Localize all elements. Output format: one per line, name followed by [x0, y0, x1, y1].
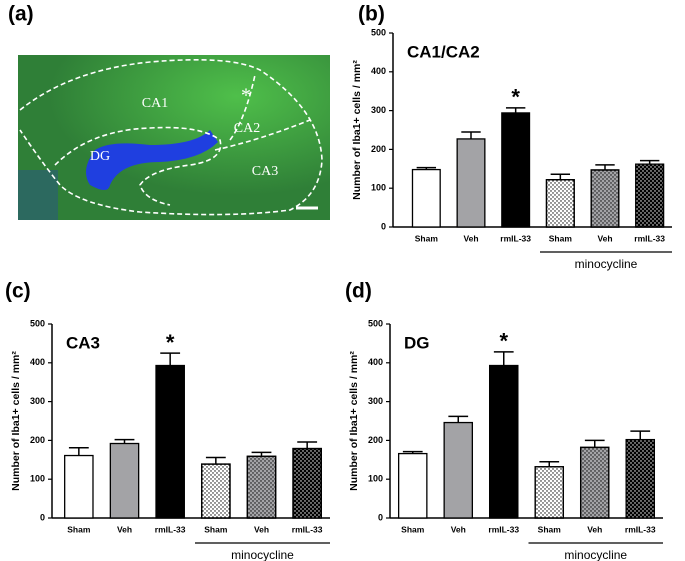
x-tick-label: Veh — [463, 233, 478, 243]
bar-texture — [534, 466, 565, 519]
x-tick-label: Veh — [597, 233, 612, 243]
y-tick-label: 400 — [30, 357, 45, 367]
x-tick-label: rmIL-33 — [155, 524, 186, 534]
x-tick-label: Sham — [204, 524, 228, 534]
y-tick-label: 100 — [371, 183, 386, 193]
region-label: CA1 — [142, 96, 168, 111]
bar — [411, 168, 441, 228]
region-label: DG — [90, 149, 110, 164]
y-tick-label: 500 — [368, 318, 383, 328]
significance-marker: * — [166, 330, 175, 355]
x-tick-label: rmIL-33 — [625, 524, 656, 534]
bar — [155, 364, 185, 519]
group-label: minocycline — [564, 548, 627, 561]
bar — [109, 442, 140, 519]
panel-label: (b) — [358, 3, 385, 26]
y-tick-label: 200 — [30, 435, 45, 445]
x-tick-label: Sham — [538, 524, 562, 534]
group-label: minocycline — [575, 257, 638, 271]
x-tick-label: Veh — [254, 524, 269, 534]
bar — [456, 138, 486, 228]
significance-marker: * — [511, 85, 520, 110]
y-axis-label: Number of Iba1+ cells / mm² — [348, 351, 360, 491]
bar-texture — [246, 455, 277, 519]
chart-title: DG — [404, 333, 430, 352]
x-tick-label: rmIL-33 — [634, 233, 665, 243]
bar — [443, 421, 474, 519]
y-tick-label: 500 — [371, 27, 386, 37]
x-tick-label: Veh — [451, 524, 466, 534]
chart-title: CA1/CA2 — [407, 42, 480, 61]
panel-label: (c) — [5, 280, 31, 303]
bar-texture — [579, 446, 610, 519]
x-tick-label: Sham — [549, 233, 573, 243]
bar-texture — [590, 169, 620, 228]
micrograph-region — [18, 170, 58, 220]
region-marker: * — [241, 85, 251, 107]
y-tick-label: 200 — [371, 144, 386, 154]
y-axis-label: Number of Iba1+ cells / mm² — [10, 351, 22, 491]
y-tick-label: 500 — [30, 318, 45, 328]
chart-title: CA3 — [66, 333, 100, 352]
bar-texture — [635, 163, 665, 228]
y-tick-label: 300 — [371, 105, 386, 115]
region-label: CA3 — [252, 164, 278, 179]
x-tick-label: Veh — [587, 524, 602, 534]
group-label: minocycline — [231, 548, 294, 561]
bar-texture — [201, 463, 231, 519]
panel-label: (a) — [8, 3, 34, 26]
bar — [488, 364, 519, 519]
bar-texture — [292, 447, 322, 519]
y-tick-label: 300 — [30, 396, 45, 406]
y-tick-label: 300 — [368, 396, 383, 406]
bar — [501, 112, 531, 228]
x-tick-label: Sham — [415, 233, 439, 243]
y-tick-label: 0 — [40, 512, 45, 522]
dentate-gyrus — [86, 130, 218, 190]
x-tick-label: Veh — [117, 524, 132, 534]
y-axis-label: Number of Iba1+ cells / mm² — [351, 60, 363, 200]
x-tick-label: rmIL-33 — [488, 524, 519, 534]
micrograph — [18, 55, 330, 220]
x-tick-label: Sham — [401, 524, 425, 534]
y-tick-label: 200 — [368, 435, 383, 445]
y-tick-label: 100 — [30, 474, 45, 484]
bar — [397, 452, 428, 519]
region-outlines — [19, 59, 323, 216]
y-tick-label: 400 — [368, 357, 383, 367]
x-tick-label: rmIL-33 — [292, 524, 323, 534]
bar-texture — [625, 438, 656, 519]
panel-label: (d) — [345, 280, 372, 303]
micrograph-panel: (a) CA1 CA2 CA3 DG * — [8, 3, 330, 220]
bar — [64, 454, 94, 519]
x-tick-label: Sham — [67, 524, 91, 534]
y-tick-label: 0 — [381, 221, 386, 231]
y-tick-label: 400 — [371, 66, 386, 76]
bar-texture — [545, 179, 575, 228]
y-tick-label: 0 — [378, 512, 383, 522]
y-tick-label: 100 — [368, 474, 383, 484]
significance-marker: * — [499, 329, 508, 354]
region-label: CA2 — [234, 121, 260, 136]
x-tick-label: rmIL-33 — [500, 233, 531, 243]
